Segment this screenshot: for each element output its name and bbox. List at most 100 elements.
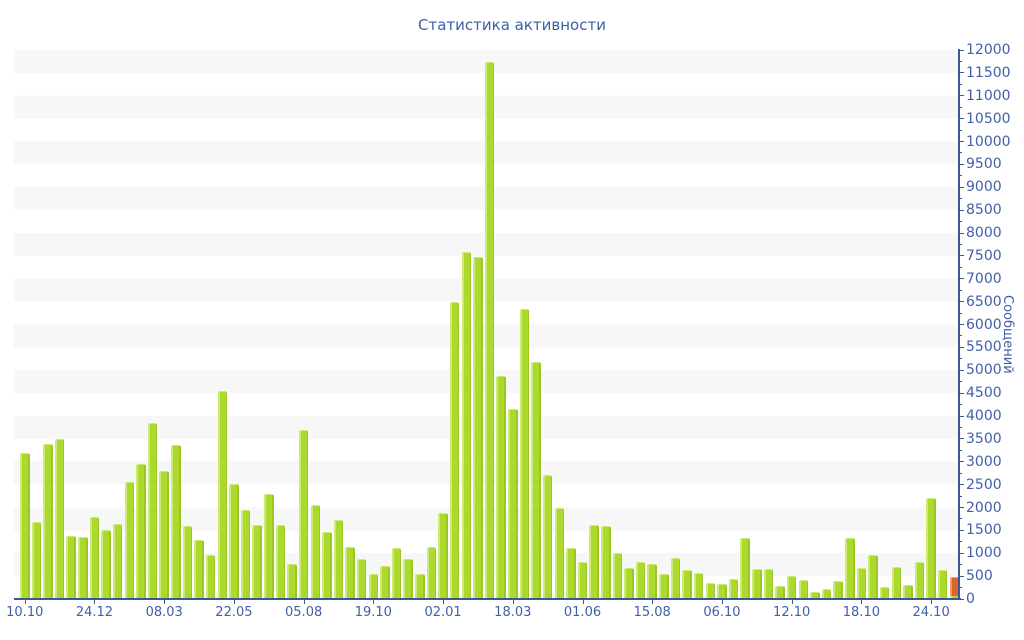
y-axis-label: 5500 [966, 339, 1002, 356]
y-minor-tick [958, 587, 962, 589]
bar [624, 568, 634, 600]
bar [589, 524, 599, 600]
bar [752, 568, 762, 600]
bar [112, 524, 123, 600]
bar [147, 423, 158, 600]
y-minor-tick [958, 152, 962, 154]
bar [194, 539, 204, 600]
bar [496, 376, 506, 600]
bar [937, 569, 948, 600]
y-axis-line [958, 49, 960, 600]
bar [252, 525, 262, 600]
y-minor-tick [958, 335, 962, 337]
x-tick [652, 600, 654, 604]
x-tick [582, 600, 584, 604]
y-axis-label: 6000 [966, 316, 1002, 333]
bar [322, 531, 332, 600]
y-axis-label: 0 [966, 591, 975, 607]
bar [647, 564, 657, 600]
bar [287, 564, 297, 600]
bar [914, 562, 925, 600]
y-major-tick [958, 415, 964, 417]
y-major-tick [958, 461, 964, 463]
bar [136, 464, 146, 600]
y-axis-label: 1500 [966, 522, 1002, 539]
bar [519, 309, 530, 600]
y-major-tick [958, 255, 964, 257]
bar [182, 525, 193, 600]
chart-title: Статистика активности [418, 16, 606, 34]
y-axis-label: 4500 [966, 385, 1002, 402]
x-axis-label: 19.10 [354, 605, 392, 620]
bar [229, 484, 239, 600]
x-axis-label: 10.10 [6, 605, 44, 620]
y-axis-label: 10500 [966, 110, 1011, 127]
bar [879, 587, 890, 600]
y-major-tick [958, 484, 964, 486]
x-tick [373, 600, 375, 604]
x-axis-label: 15.08 [633, 605, 671, 620]
y-minor-tick [958, 312, 962, 314]
bar [670, 557, 681, 600]
y-major-tick [958, 301, 964, 303]
y-axis-label: 2500 [966, 476, 1002, 493]
bar [659, 574, 669, 600]
y-axis-label: 2000 [966, 499, 1002, 516]
bar [205, 555, 216, 600]
y-major-tick [958, 278, 964, 280]
y-major-tick [958, 209, 964, 211]
bar [449, 301, 460, 600]
bar [54, 439, 65, 600]
bar [275, 525, 286, 600]
y-minor-tick [958, 358, 962, 360]
y-minor-tick [958, 564, 962, 566]
y-major-tick [958, 232, 964, 234]
bar-last-orange [949, 577, 960, 597]
y-major-tick [958, 72, 964, 74]
y-axis-label: 12000 [966, 42, 1011, 58]
bar [415, 573, 425, 600]
y-axis-label: 4000 [966, 408, 1002, 424]
x-axis-label: 12.10 [773, 605, 811, 620]
bar [484, 62, 495, 600]
y-major-tick [958, 141, 964, 142]
x-axis-label: 18.10 [842, 605, 880, 620]
y-minor-tick [958, 449, 962, 451]
y-major-tick [958, 186, 964, 188]
bar [891, 567, 901, 600]
bar [461, 251, 472, 600]
y-minor-tick [958, 289, 962, 291]
bar [531, 361, 541, 600]
bar [66, 535, 76, 600]
bar [508, 409, 518, 600]
y-axis-label: 9000 [966, 179, 1002, 196]
bar [554, 507, 565, 600]
y-minor-tick [958, 404, 962, 406]
bar [101, 529, 111, 600]
y-minor-tick [958, 175, 962, 177]
x-axis-label: 05.08 [285, 605, 323, 620]
y-major-tick [958, 163, 964, 165]
bar [333, 519, 344, 600]
x-tick [164, 600, 166, 604]
y-minor-tick [958, 541, 962, 543]
y-minor-tick [958, 243, 962, 245]
bar [368, 573, 379, 600]
y-axis-label: 3500 [966, 430, 1002, 447]
bar [926, 498, 936, 600]
y-axis-label: 11500 [966, 64, 1011, 81]
x-axis-line [14, 598, 961, 600]
y-major-tick [958, 552, 964, 554]
y-major-tick [958, 392, 964, 394]
bar [217, 390, 228, 600]
x-tick [791, 600, 793, 604]
bar [763, 569, 774, 600]
x-axis-label: 18.03 [494, 605, 532, 620]
y-minor-tick [958, 106, 962, 108]
bar [566, 548, 576, 600]
bar [693, 572, 704, 600]
y-minor-tick [958, 426, 962, 428]
bar [298, 429, 309, 600]
bar [43, 443, 53, 600]
y-minor-tick [958, 60, 962, 62]
